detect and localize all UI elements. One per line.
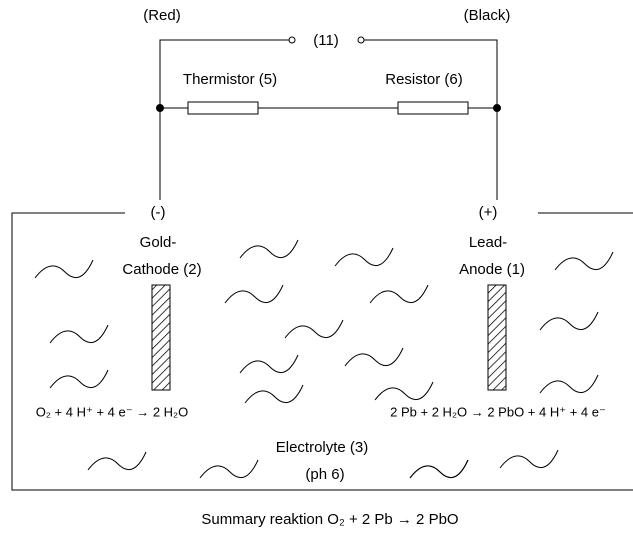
reaction: O₂ + 4 H⁺ + 4 e⁻ → 2 H₂O [36, 404, 188, 419]
cell-container [11, 212, 633, 491]
label: Resistor (6) [385, 71, 463, 88]
label: (11) [313, 32, 339, 49]
label: (ph 6) [305, 466, 344, 483]
cathode [151, 284, 171, 391]
label: Cathode (2) [122, 261, 201, 278]
label: Gold- [140, 234, 177, 251]
label: (-) [151, 204, 166, 221]
anode [487, 284, 507, 391]
circuit-wires [156, 36, 501, 200]
reaction: 2 Pb + 2 H₂O → 2 PbO + 4 H⁺ + 4 e⁻ [390, 404, 606, 419]
label: Electrolyte (3) [276, 439, 369, 456]
label: (Red) [143, 7, 181, 24]
label: Anode (1) [459, 261, 525, 278]
label: Lead- [469, 234, 507, 251]
label: (Black) [464, 7, 511, 24]
label: (+) [479, 204, 498, 221]
label: Thermistor (5) [183, 71, 277, 88]
summary: Summary reaktion O₂ + 2 Pb → 2 PbO [201, 511, 458, 528]
